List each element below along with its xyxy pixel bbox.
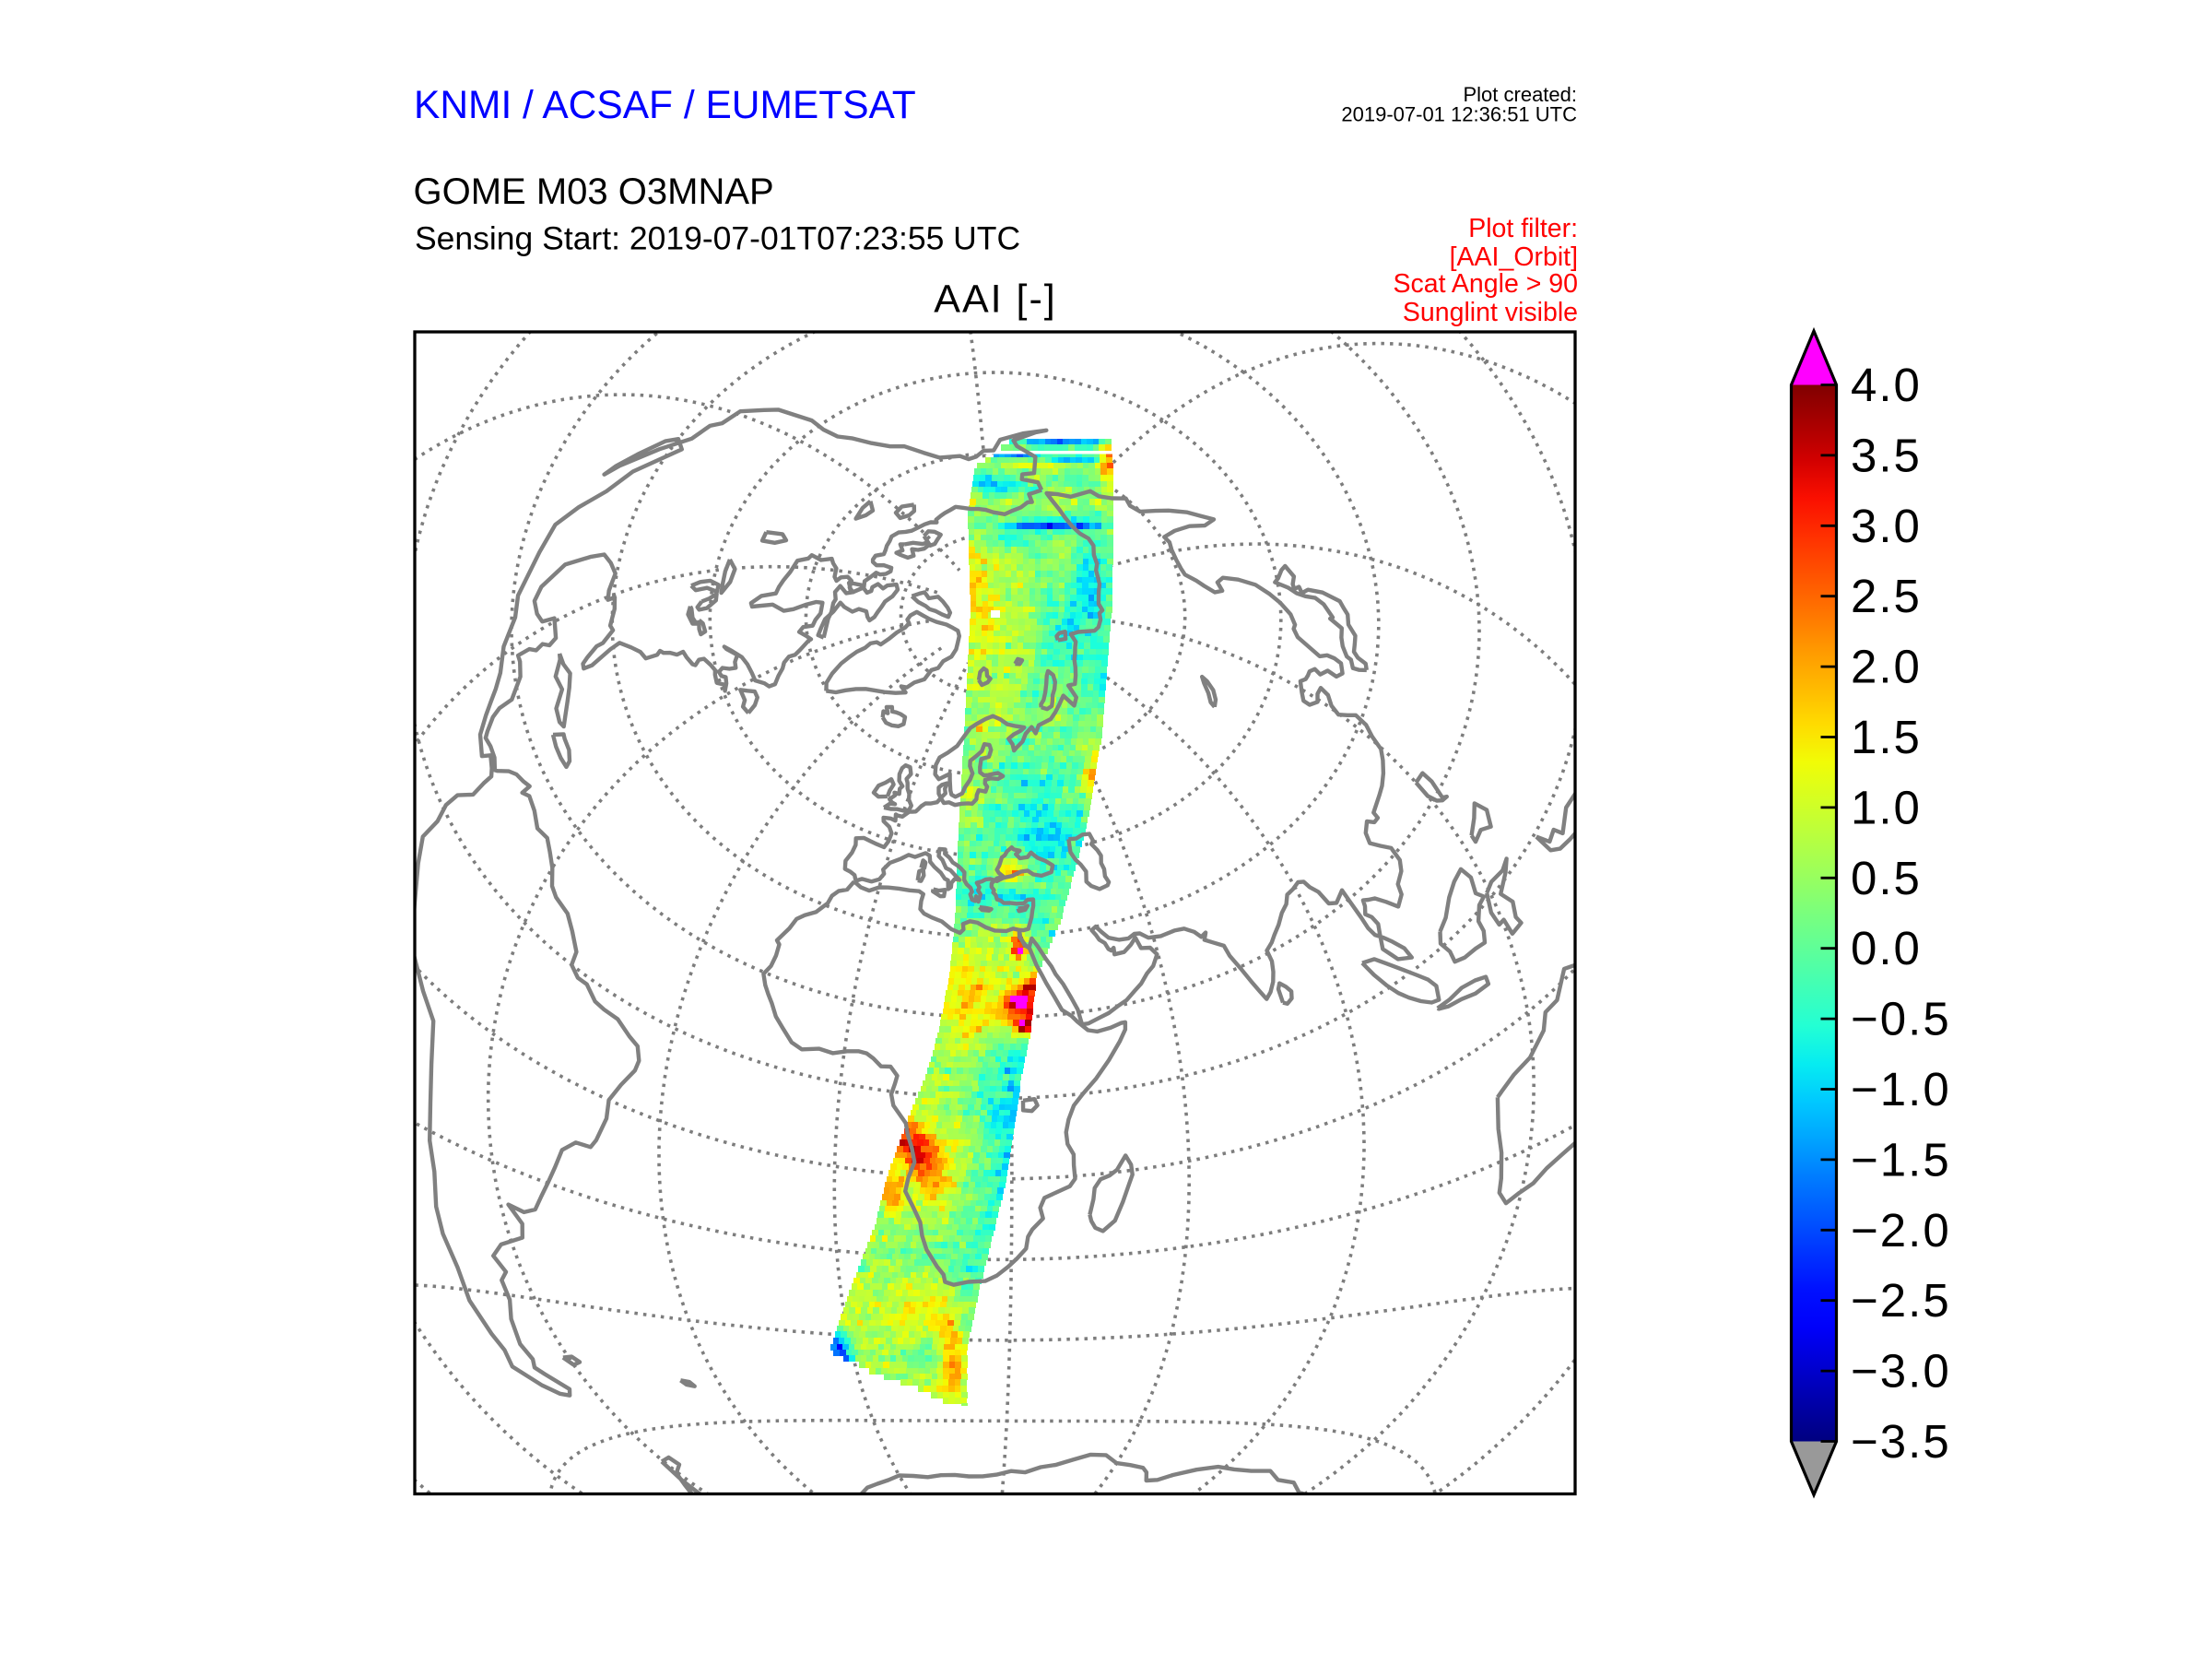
svg-text:−0.5: −0.5 [1851,993,1951,1045]
svg-text:−1.5: −1.5 [1851,1133,1951,1186]
svg-text:Sunglint visible: Sunglint visible [1403,298,1578,327]
svg-text:−2.0: −2.0 [1851,1204,1951,1257]
svg-text:1.5: 1.5 [1851,711,1922,763]
svg-text:AAI [-]: AAI [-] [934,277,1056,322]
svg-text:[AAI_Orbit]: [AAI_Orbit] [1450,242,1578,272]
svg-text:3.0: 3.0 [1851,500,1922,552]
svg-text:Plot created:: Plot created: [1463,83,1577,106]
svg-text:1.0: 1.0 [1851,781,1922,833]
svg-text:2019-07-01 12:36:51 UTC: 2019-07-01 12:36:51 UTC [1341,103,1577,126]
svg-text:GOME M03 O3MNAP: GOME M03 O3MNAP [414,171,774,212]
svg-text:−1.0: −1.0 [1851,1063,1951,1115]
svg-text:Sensing Start: 2019-07-01T07:2: Sensing Start: 2019-07-01T07:23:55 UTC [415,220,1020,257]
svg-text:0.5: 0.5 [1851,852,1922,904]
svg-text:Scat Angle > 90: Scat Angle > 90 [1394,269,1578,299]
svg-text:−3.5: −3.5 [1851,1415,1951,1468]
svg-text:−3.0: −3.0 [1851,1345,1951,1398]
svg-text:3.5: 3.5 [1851,429,1922,481]
svg-text:−2.5: −2.5 [1851,1274,1951,1327]
svg-text:2.5: 2.5 [1851,570,1922,622]
svg-text:0.0: 0.0 [1851,922,1922,974]
svg-text:4.0: 4.0 [1851,359,1922,411]
svg-text:Plot filter:: Plot filter: [1468,214,1578,243]
svg-text:2.0: 2.0 [1851,641,1922,693]
svg-text:KNMI / ACSAF / EUMETSAT: KNMI / ACSAF / EUMETSAT [414,84,916,127]
